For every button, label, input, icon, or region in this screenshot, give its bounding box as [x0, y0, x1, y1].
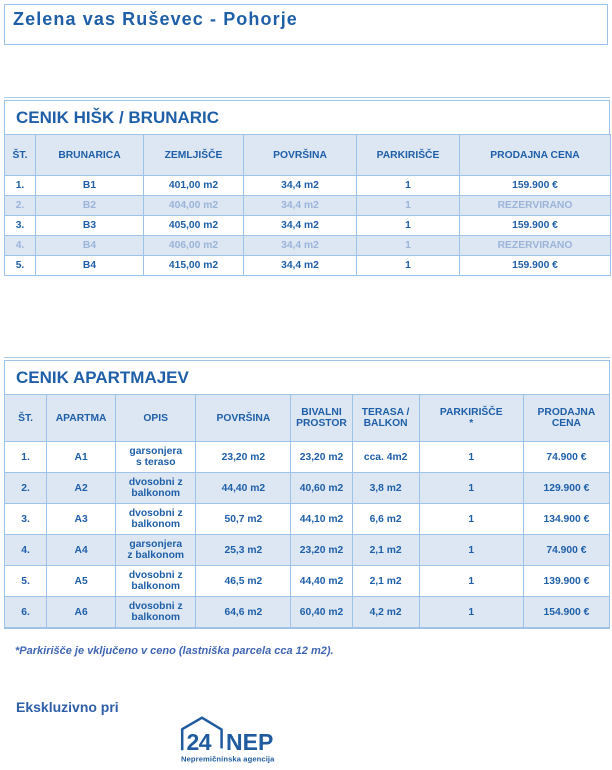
svg-text:NEP: NEP — [226, 729, 273, 755]
svg-text:Nepremičninska agencija: Nepremičninska agencija — [181, 755, 275, 764]
svg-text:24: 24 — [187, 729, 212, 755]
